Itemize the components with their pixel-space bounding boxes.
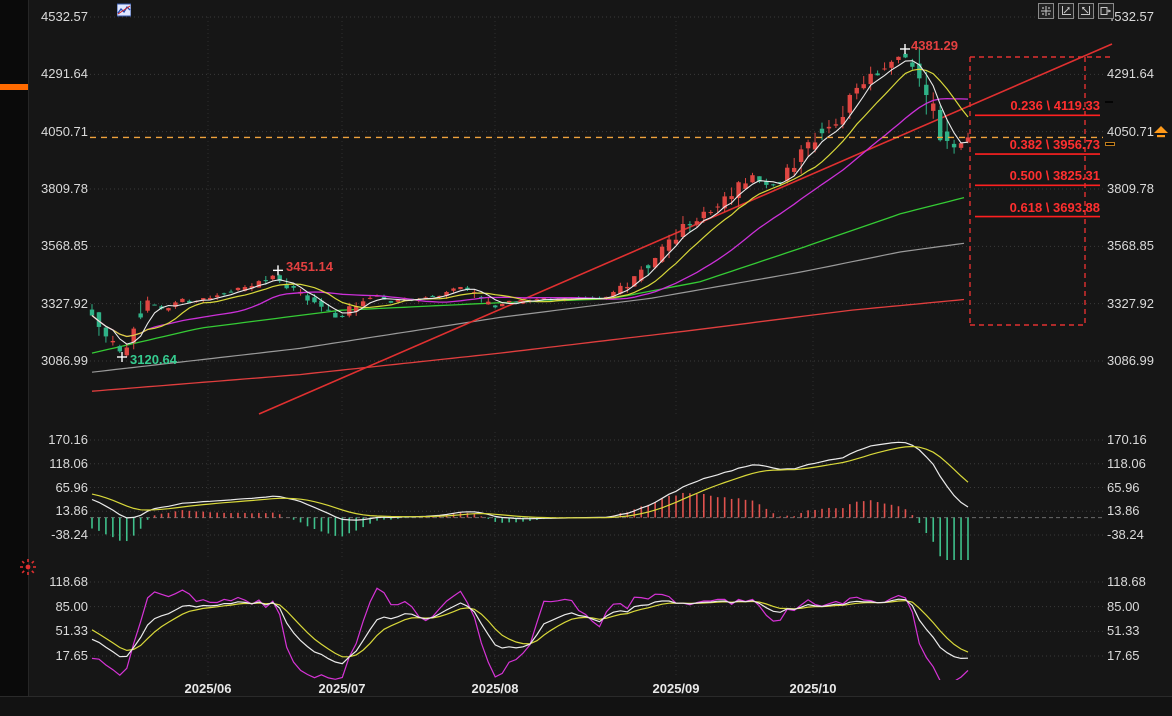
mini-chart-icon[interactable] <box>117 3 131 17</box>
current-price-badge <box>1105 142 1115 146</box>
macd-axis-label: 13.86 <box>1107 503 1140 519</box>
sidebar-tab-contract-info[interactable] <box>0 238 28 244</box>
y-axis-label: 3086.99 <box>41 353 88 368</box>
main-pane <box>89 16 1113 415</box>
time-axis-label: 2025/07 <box>318 681 366 696</box>
macd-axis-label: -38.24 <box>1107 527 1144 542</box>
macd-axis-label: 65.96 <box>1107 479 1140 495</box>
move-icon[interactable] <box>1038 3 1054 19</box>
kdj-axis-label: 85.00 <box>1107 598 1140 614</box>
time-axis-label: 2025/10 <box>789 681 837 696</box>
axis-right-icon[interactable] <box>1078 3 1094 19</box>
live-marker-icon[interactable] <box>19 558 37 576</box>
y-axis-label: 4050.71 <box>1107 123 1154 139</box>
kdj-axis-label: 118.68 <box>1107 574 1146 589</box>
y-axis-label: 3809.78 <box>41 181 88 196</box>
y-axis-label: 3327.92 <box>41 295 88 311</box>
sidebar-tab-kline-chart[interactable] <box>0 84 28 90</box>
y-axis-label: 4291.64 <box>1107 66 1154 82</box>
candles <box>89 46 971 358</box>
y-axis-label: 3327.92 <box>1107 295 1154 311</box>
time-axis-label: 2025/06 <box>184 681 232 696</box>
kdj-axis-label: 118.68 <box>49 574 88 589</box>
macd-axis-label: 118.06 <box>1107 455 1146 471</box>
kdj-axis-label: 85.00 <box>55 598 88 614</box>
macd-axis-label: 118.06 <box>49 455 88 471</box>
axis-left-icon[interactable] <box>1058 3 1074 19</box>
y-axis-label: 3086.99 <box>1107 353 1154 368</box>
y-axis-label: 4532.57 <box>41 9 88 24</box>
sidebar-tab-lightning-chart[interactable] <box>0 166 28 172</box>
collapse-panel-icon[interactable] <box>1098 3 1114 19</box>
sidebar <box>0 0 29 716</box>
kdj-pane <box>90 570 1103 680</box>
low-price-annotation: 3120.64 <box>130 351 177 367</box>
time-axis-label: 2025/08 <box>471 681 519 696</box>
macd-axis-label: 13.86 <box>55 503 88 519</box>
macd-axis-label: 170.16 <box>1107 432 1147 447</box>
fib-level-label: 0.236 \ 4119.33 <box>1010 98 1100 114</box>
macd-pane <box>90 432 1103 560</box>
macd-axis-label: 65.96 <box>55 479 88 495</box>
chart-toolbar <box>1038 3 1114 19</box>
level-price-badge <box>1105 101 1113 103</box>
y-axis-label: 3568.85 <box>1107 238 1154 254</box>
fib-level-label: 0.500 \ 3825.31 <box>1009 168 1100 184</box>
chart-header <box>90 1 194 19</box>
bottom-toolbar <box>0 696 1172 716</box>
macd-axis-label: -38.24 <box>51 527 88 542</box>
y-axis-label: 4050.71 <box>41 123 88 139</box>
high-price-annotation: 4381.29 <box>911 37 958 53</box>
scroll-to-latest-icon[interactable] <box>1153 126 1169 139</box>
sidebar-tab-time-chart[interactable] <box>0 5 28 11</box>
kdj-axis-label: 17.65 <box>1107 648 1140 663</box>
fib-level-label: 0.382 \ 3956.73 <box>1009 137 1100 153</box>
kdj-axis-label: 51.33 <box>55 623 88 639</box>
kdj-axis-label: 51.33 <box>1107 623 1140 639</box>
kdj-axis-label: 17.65 <box>55 648 88 663</box>
y-axis-label: 3568.85 <box>41 238 88 254</box>
time-axis-label: 2025/09 <box>652 681 700 696</box>
macd-axis-label: 170.16 <box>48 432 88 447</box>
y-axis-label: 4532.57 <box>1107 9 1154 24</box>
y-axis-label: 3809.78 <box>1107 181 1154 196</box>
swing-high-annotation: 3451.14 <box>286 259 333 275</box>
fib-level-label: 0.618 \ 3693.88 <box>1009 199 1100 215</box>
y-axis-label: 4291.64 <box>41 66 88 82</box>
